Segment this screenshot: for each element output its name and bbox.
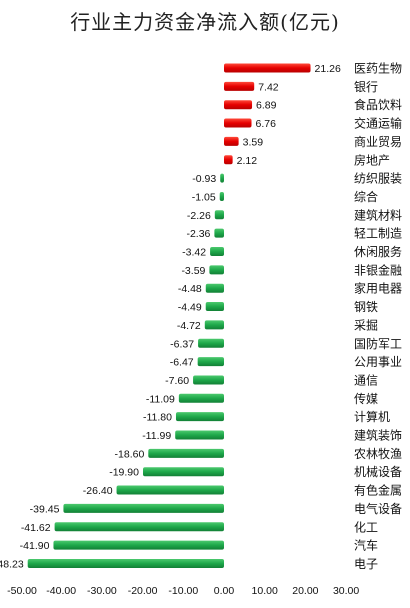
x-tick-label: -10.00 bbox=[168, 585, 198, 597]
value-label: -4.49 bbox=[178, 302, 202, 314]
category-label: 综合 bbox=[354, 189, 378, 204]
bar-有色金属 bbox=[116, 485, 224, 495]
bar-综合 bbox=[219, 191, 224, 201]
bar-医药生物 bbox=[224, 63, 311, 73]
value-label: -4.48 bbox=[178, 283, 202, 295]
value-label: 2.12 bbox=[237, 155, 258, 167]
value-label: -48.23 bbox=[0, 558, 24, 570]
category-label: 机械设备 bbox=[354, 464, 402, 479]
category-label: 非银金融 bbox=[354, 262, 402, 277]
category-label: 公用事业 bbox=[354, 355, 402, 369]
category-label: 化工 bbox=[354, 520, 378, 534]
value-label: -6.47 bbox=[170, 357, 194, 369]
value-label: -4.72 bbox=[177, 320, 201, 332]
category-label: 计算机 bbox=[354, 409, 390, 424]
value-label: -11.09 bbox=[146, 393, 175, 405]
value-label: -19.90 bbox=[109, 467, 139, 479]
category-label: 交通运输 bbox=[354, 116, 402, 131]
category-label: 房地产 bbox=[354, 152, 390, 167]
category-label: 国防军工 bbox=[354, 336, 402, 351]
bar-交通运输 bbox=[224, 118, 252, 128]
value-label: -3.59 bbox=[181, 265, 205, 277]
bar-电子 bbox=[27, 558, 224, 568]
category-label: 汽车 bbox=[354, 538, 378, 553]
value-label: -1.05 bbox=[192, 191, 216, 203]
bar-采掘 bbox=[204, 320, 224, 330]
value-label: -2.26 bbox=[187, 210, 211, 222]
bar-建筑装饰 bbox=[175, 430, 224, 440]
value-label: -11.99 bbox=[142, 430, 171, 442]
category-label: 传媒 bbox=[354, 391, 378, 406]
category-label: 建筑装饰 bbox=[354, 428, 402, 443]
x-axis: -50.00 -40.00 -30.00 -20.00 -10.00 0.00 10.00 2… bbox=[7, 585, 359, 597]
value-label: -41.90 bbox=[20, 540, 50, 552]
bar-机械设备 bbox=[143, 467, 224, 477]
bar-化工 bbox=[54, 522, 225, 532]
value-label: -7.60 bbox=[165, 375, 189, 387]
bar-轻工制造 bbox=[214, 228, 224, 238]
category-label: 家用电器 bbox=[354, 281, 402, 296]
bar-国防军工 bbox=[198, 338, 224, 348]
value-label: -18.60 bbox=[115, 448, 145, 460]
value-label: 6.76 bbox=[256, 118, 277, 130]
category-label: 采掘 bbox=[354, 317, 378, 332]
x-tick-label: -30.00 bbox=[87, 585, 117, 597]
category-label: 商业贸易 bbox=[354, 134, 402, 149]
bar-汽车 bbox=[53, 540, 225, 550]
x-tick-label: 30.00 bbox=[333, 585, 359, 597]
bar-商业贸易 bbox=[224, 136, 239, 146]
x-tick-label: -40.00 bbox=[46, 585, 76, 597]
category-label: 银行 bbox=[354, 80, 378, 94]
value-label: -0.93 bbox=[192, 173, 216, 185]
bar-家用电器 bbox=[205, 283, 224, 293]
value-label: -39.45 bbox=[30, 503, 60, 515]
category-label: 纺织服装 bbox=[354, 172, 402, 186]
bar-食品饮料 bbox=[224, 100, 253, 110]
bar-传媒 bbox=[178, 393, 224, 403]
bar-公用事业 bbox=[197, 357, 224, 367]
category-label: 食品饮料 bbox=[354, 97, 402, 112]
bar-电气设备 bbox=[63, 503, 224, 513]
value-label: 7.42 bbox=[258, 81, 279, 93]
value-label: 3.59 bbox=[243, 136, 264, 148]
bar-计算机 bbox=[175, 412, 224, 422]
value-label: -2.36 bbox=[186, 228, 210, 240]
x-tick-label: -20.00 bbox=[128, 585, 158, 597]
value-label: 6.89 bbox=[256, 100, 277, 112]
value-label: -41.62 bbox=[21, 522, 51, 534]
x-tick-label: 0.00 bbox=[214, 585, 235, 597]
bar-通信 bbox=[193, 375, 224, 385]
bar-休闲服务 bbox=[210, 247, 224, 256]
x-tick-label: 20.00 bbox=[292, 585, 318, 597]
category-label: 电子 bbox=[354, 557, 378, 571]
category-label: 休闲服务 bbox=[354, 244, 402, 259]
chart-title: 行业主力资金净流入额(亿元) bbox=[70, 10, 340, 34]
bars-group: 21.26 医药生物 7.42 银行 6.89 食品饮料 6.76 交通运输 3.59 商业贸易 2… bbox=[0, 62, 402, 571]
category-label: 轻工制造 bbox=[354, 227, 402, 241]
category-label: 建筑材料 bbox=[354, 207, 402, 222]
category-label: 有色金属 bbox=[354, 483, 402, 498]
bar-纺织服装 bbox=[220, 173, 224, 183]
bar-农林牧渔 bbox=[148, 448, 224, 458]
bar-非银金融 bbox=[209, 265, 224, 275]
category-label: 钢铁 bbox=[354, 300, 378, 314]
value-label: -11.80 bbox=[143, 412, 172, 424]
bar-钢铁 bbox=[205, 302, 224, 312]
bar-银行 bbox=[224, 81, 255, 91]
value-label: -6.37 bbox=[170, 338, 194, 350]
value-label: -3.42 bbox=[182, 247, 206, 259]
x-tick-label: -50.00 bbox=[7, 585, 37, 597]
value-label: -26.40 bbox=[83, 485, 113, 497]
x-tick-label: 10.00 bbox=[252, 585, 278, 597]
value-label: 21.26 bbox=[315, 63, 341, 75]
category-label: 通信 bbox=[354, 373, 378, 387]
bar-建筑材料 bbox=[214, 210, 224, 220]
category-label: 电气设备 bbox=[354, 501, 402, 516]
bar-房地产 bbox=[224, 155, 233, 165]
category-label: 农林牧渔 bbox=[354, 447, 402, 461]
category-label: 医药生物 bbox=[354, 62, 402, 76]
